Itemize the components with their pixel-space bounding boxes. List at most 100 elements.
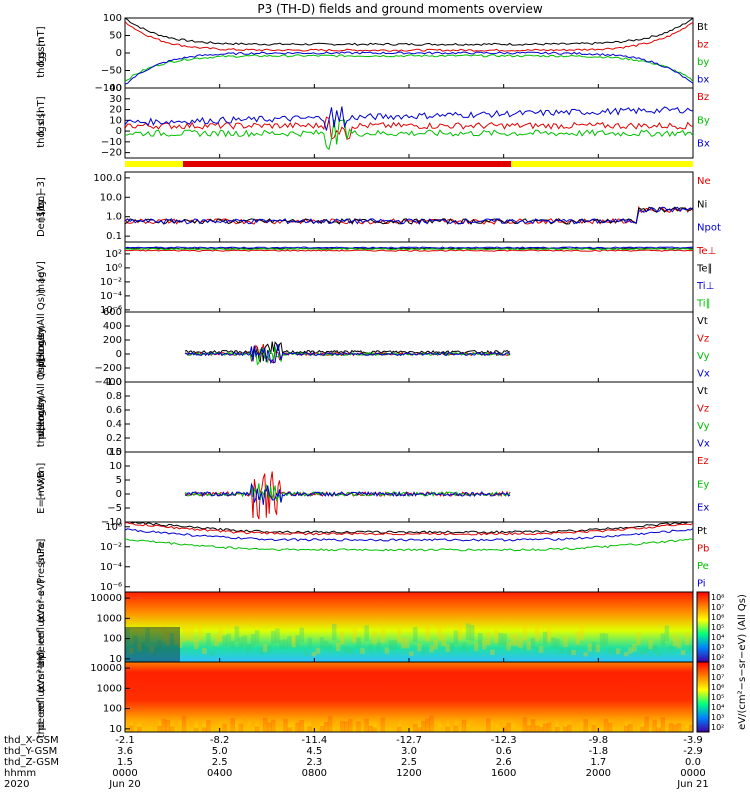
y-axis-label-line: peer xyxy=(36,707,47,731)
spectrogram-column xyxy=(323,721,329,732)
spectrogram-column xyxy=(364,718,369,732)
spectrogram-column xyxy=(189,716,195,732)
spectrogram-column xyxy=(465,623,471,640)
trace-pressure-Pi xyxy=(124,528,694,542)
spectrogram-column xyxy=(486,718,491,732)
y-tick-label: 15 xyxy=(109,447,122,458)
spectrogram-column xyxy=(396,627,402,643)
spectrogram-column xyxy=(437,727,442,732)
spectrogram-column xyxy=(226,716,231,732)
spectrogram-column xyxy=(591,641,597,651)
y-axis-label-temp: mag[eV] xyxy=(36,261,47,294)
legend-Vz: Vz xyxy=(697,334,709,345)
y-tick-label: 10⁰ xyxy=(105,263,122,274)
y-axis-label-line: [nPa] xyxy=(36,538,47,564)
spectrogram-column xyxy=(311,719,317,732)
spectrogram-column xyxy=(267,722,272,732)
spectrogram-column xyxy=(461,642,467,651)
spectrogram-column xyxy=(567,724,572,732)
spectrogram-column xyxy=(202,648,207,655)
spectrogram-column xyxy=(344,646,349,654)
spectrogram-column xyxy=(628,647,633,654)
panel-frame-fgs-dsl xyxy=(124,87,694,159)
y-tick-label: 10⁻⁶ xyxy=(100,305,122,316)
y-tick-label: 10⁻² xyxy=(100,277,122,288)
spectrogram-column xyxy=(185,624,191,641)
spectrogram-column xyxy=(648,722,653,732)
spectrogram-column xyxy=(656,651,662,656)
spectrogram-column xyxy=(372,631,378,645)
spectrogram-column xyxy=(555,638,560,649)
legend-Pt: Pt xyxy=(697,526,707,537)
legend-Pi: Pi xyxy=(697,579,706,590)
y-tick-label: 10 xyxy=(109,115,122,126)
spectrogram-column xyxy=(425,718,430,732)
spectrogram-column xyxy=(210,720,215,732)
spectrogram-column xyxy=(486,632,491,646)
spectrogram-column xyxy=(392,640,398,650)
spectrogram-column xyxy=(457,623,463,640)
spectrogram-column xyxy=(417,643,422,652)
trace-fgs-gsm-by xyxy=(124,54,694,83)
spectrogram-column xyxy=(522,624,528,641)
spectrogram-column xyxy=(676,722,682,732)
spectrogram-column xyxy=(433,724,438,732)
y-axis-label-line: peir xyxy=(36,347,47,367)
spectrogram-column xyxy=(299,627,305,643)
spectrogram-column xyxy=(287,727,292,732)
x-tick-label: 2.5 xyxy=(212,757,228,768)
spectrogram-column xyxy=(506,722,511,732)
y-axis-label-line: Pressure xyxy=(36,541,47,584)
spectrogram-column xyxy=(473,642,479,651)
spectrogram-column xyxy=(331,717,337,732)
spectrogram-column xyxy=(680,649,686,656)
spectrogram-column xyxy=(652,719,657,732)
y-tick-label: 0 xyxy=(116,349,122,360)
spectrogram-column xyxy=(344,721,349,732)
spectrogram-column xyxy=(595,717,601,732)
spectrogram-column xyxy=(579,624,584,641)
y-tick-label: 10⁻⁶ xyxy=(100,582,122,593)
spectrogram-column xyxy=(640,726,645,732)
spectrogram-column xyxy=(534,625,540,642)
x-tick-label: 0000 xyxy=(680,768,705,779)
legend-Vz: Vz xyxy=(697,404,709,415)
x-tick-label: -9.8 xyxy=(589,735,609,746)
spectrogram-column xyxy=(376,642,382,651)
spectrogram-column xyxy=(388,718,394,732)
spectrogram-column xyxy=(522,717,528,732)
panel-frame-pressure xyxy=(124,521,694,593)
y-axis-label-line: eflux xyxy=(36,615,47,640)
trace-temp-Te⊥ xyxy=(124,249,694,252)
spectrogram-column xyxy=(429,645,434,653)
legend-Ex: Ex xyxy=(697,503,709,514)
y-axis-label-line: mag xyxy=(36,271,47,293)
y-tick-label: −5 xyxy=(107,503,122,514)
plot-title: P3 (TH-D) fields and ground moments over… xyxy=(257,2,543,16)
spectrogram-column xyxy=(238,637,244,648)
y-tick-label: 0.1 xyxy=(106,231,122,242)
y-tick-label: 200 xyxy=(103,335,122,346)
y-axis-label-line: eflux xyxy=(36,685,47,710)
y-tick-label: 10000 xyxy=(90,663,122,674)
spectrogram-column xyxy=(526,641,532,651)
spectrogram-column xyxy=(129,725,134,732)
spectrogram-column xyxy=(392,717,398,732)
spectrogram-column xyxy=(465,726,471,732)
spectrogram-column xyxy=(319,637,325,648)
spectrogram-column xyxy=(384,719,390,732)
colorbar-tick: 10⁸ xyxy=(711,663,724,672)
y-tick-label: −10 xyxy=(101,137,122,148)
y-axis-label-line: en xyxy=(36,632,47,645)
spectrogram-column xyxy=(396,726,402,732)
spectrogram-column xyxy=(676,638,682,649)
spectrogram-column xyxy=(555,726,560,732)
spectrogram-column xyxy=(206,633,211,646)
x-tick-label: 3.6 xyxy=(117,746,133,757)
spectrogram-column xyxy=(437,624,442,641)
spectrogram-column xyxy=(688,724,694,732)
spectrogram-column xyxy=(567,649,572,655)
trace-fgs-dsl-By xyxy=(124,119,694,151)
spectrogram-column xyxy=(222,723,227,732)
